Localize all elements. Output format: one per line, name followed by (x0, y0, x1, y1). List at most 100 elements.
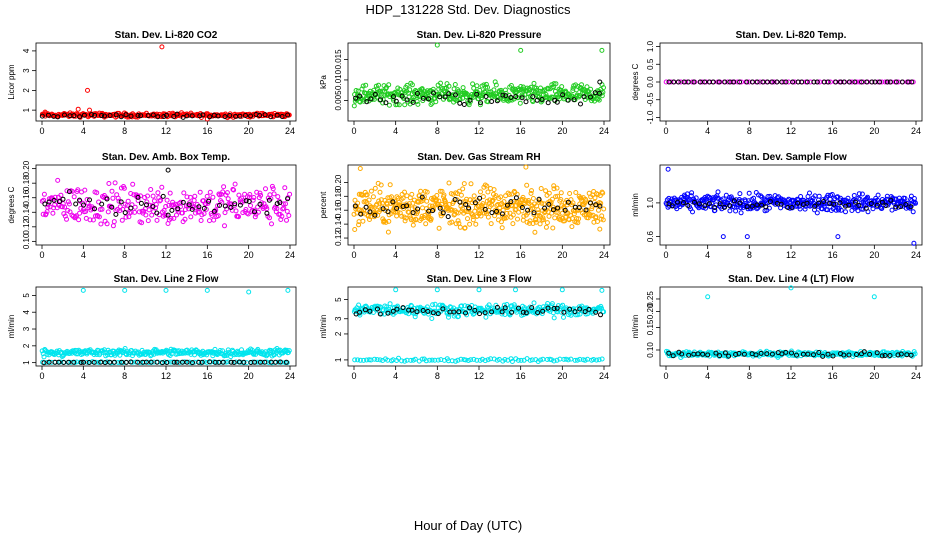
data-series (666, 349, 914, 359)
data-point (423, 206, 429, 212)
data-point (356, 191, 362, 197)
data-point (753, 352, 759, 358)
data-point (859, 191, 865, 197)
data-point (132, 209, 138, 215)
data-point (357, 93, 363, 99)
data-point (457, 100, 463, 106)
data-point (523, 310, 529, 316)
outlier-point (122, 287, 128, 293)
x-tick-label: 8 (435, 250, 440, 260)
data-point (145, 193, 150, 199)
data-point (405, 203, 411, 209)
data-point (601, 85, 606, 91)
data-point (446, 314, 451, 320)
x-tick-label: 4 (81, 250, 86, 260)
data-point (470, 217, 476, 223)
data-point (443, 305, 449, 311)
data-point (593, 93, 599, 99)
data-point (849, 79, 855, 85)
data-point (446, 91, 452, 97)
x-tick-label: 24 (911, 371, 921, 381)
data-series (42, 167, 291, 218)
data-point (543, 92, 549, 97)
data-point (207, 189, 213, 195)
data-point (811, 79, 817, 85)
data-point (123, 214, 129, 220)
data-point (598, 312, 603, 318)
data-point (601, 206, 607, 212)
x-tick-label: 20 (244, 250, 254, 260)
data-point (539, 200, 545, 206)
data-point (518, 357, 524, 363)
data-point (453, 92, 458, 98)
data-point (112, 180, 118, 186)
data-point (99, 206, 105, 212)
data-point (437, 94, 443, 100)
data-point (402, 358, 408, 364)
data-point (843, 203, 848, 209)
data-point (154, 359, 160, 365)
data-point (361, 357, 367, 363)
data-point (666, 79, 672, 85)
data-point (418, 188, 424, 194)
outlier-point (75, 106, 81, 112)
data-point (467, 305, 473, 311)
data-point (460, 186, 466, 192)
x-tick-label: 4 (705, 250, 710, 260)
data-point (58, 192, 64, 198)
data-point (273, 359, 279, 365)
data-point (463, 357, 469, 363)
data-point (744, 79, 750, 85)
data-point (211, 217, 217, 223)
data-point (744, 204, 750, 210)
data-point (874, 202, 880, 208)
data-point (380, 96, 386, 102)
data-point (712, 208, 718, 213)
data-point (551, 81, 557, 87)
data-point (671, 79, 677, 85)
outlier-point (597, 79, 603, 85)
data-point (227, 113, 233, 118)
data-point (863, 205, 869, 211)
x-tick-label: 16 (202, 250, 212, 260)
data-point (795, 200, 800, 206)
data-point (769, 79, 775, 85)
data-point (116, 198, 122, 204)
data-point (462, 303, 468, 309)
data-point (77, 210, 83, 216)
data-point (207, 218, 212, 224)
data-point (515, 357, 521, 363)
data-point (239, 347, 244, 353)
y-tick-label: 0.20 (646, 303, 655, 319)
data-point (251, 195, 257, 200)
data-point (167, 190, 173, 196)
x-axis-title: Hour of Day (UTC) (413, 518, 523, 533)
data-point (386, 102, 392, 108)
data-point (198, 218, 204, 223)
x-tick-label: 20 (244, 126, 254, 136)
data-point (741, 351, 747, 357)
data-point (182, 216, 188, 222)
data-point (488, 221, 494, 227)
y-axis-label: ml/min (7, 315, 16, 339)
outlier-point (744, 234, 750, 240)
data-point (423, 358, 429, 364)
data-point (476, 96, 481, 102)
data-point (286, 348, 292, 354)
data-point (150, 193, 156, 199)
data-point (549, 196, 555, 202)
x-tick-label: 24 (599, 126, 609, 136)
data-point (764, 351, 770, 357)
data-point (165, 212, 171, 218)
data-point (282, 185, 288, 191)
x-tick-label: 16 (202, 371, 212, 381)
x-tick-label: 24 (911, 126, 921, 136)
data-point (494, 304, 500, 310)
data-point (396, 102, 402, 108)
data-point (804, 200, 810, 206)
data-point (430, 208, 436, 214)
data-point (206, 198, 212, 204)
plot-frame (347, 286, 611, 367)
data-point (850, 198, 856, 204)
